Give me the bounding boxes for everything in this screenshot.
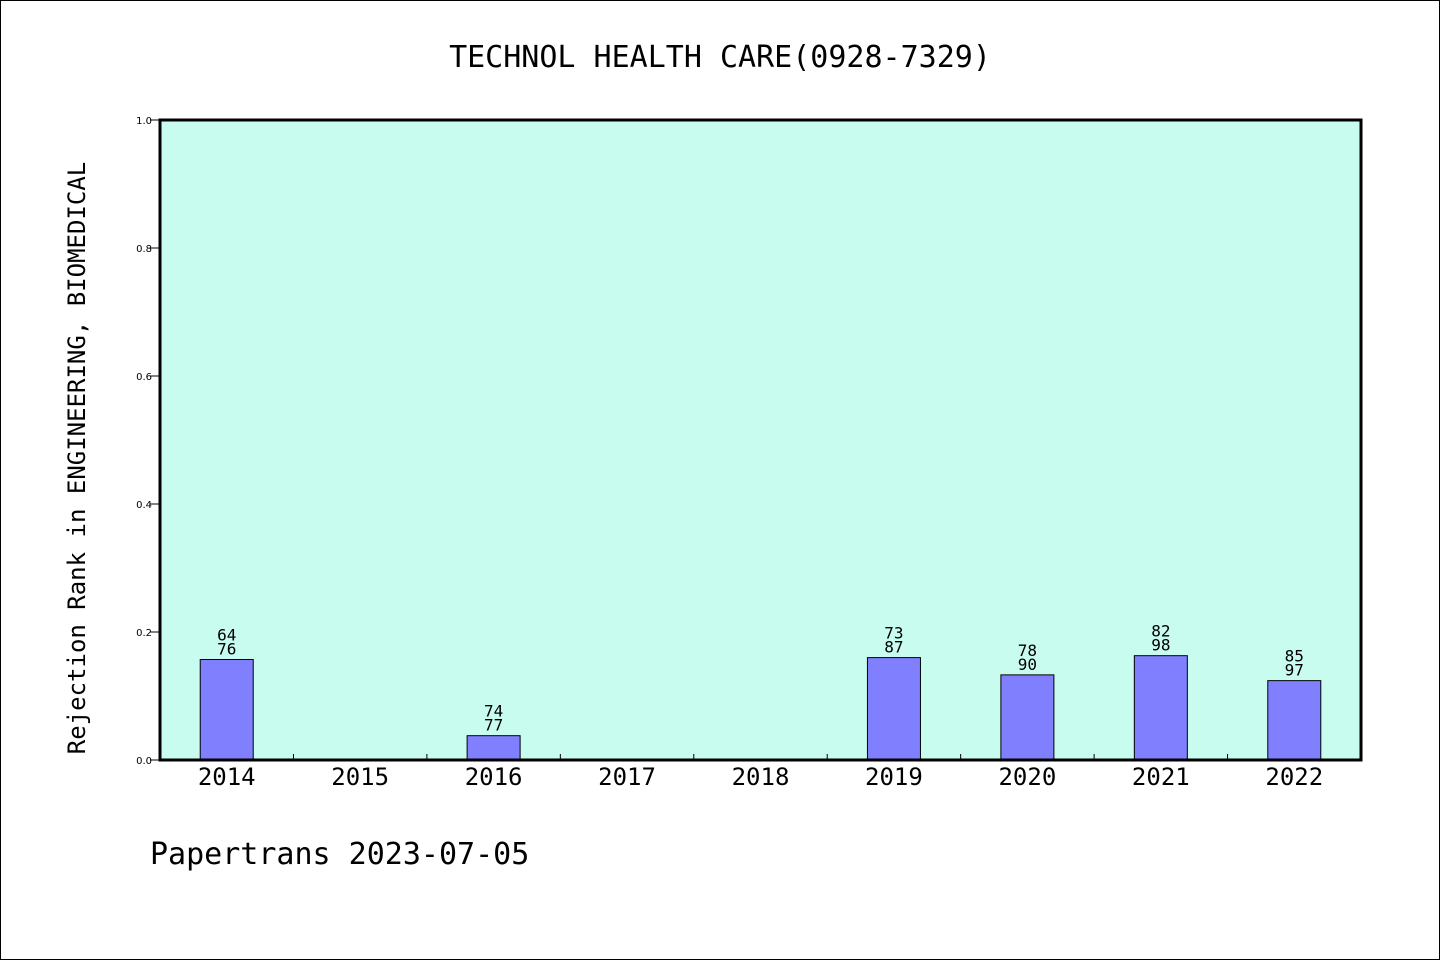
bar-label-bottom: 76 [217,640,236,659]
x-tick-label: 2015 [331,763,389,791]
x-tick-label: 2020 [998,763,1056,791]
x-tick-label: 2022 [1265,763,1323,791]
bar [1000,674,1055,761]
y-tick-label: 0.4 [136,500,152,511]
y-tick-label: 1.0 [136,116,152,127]
bar-label-top: 78 [1018,641,1037,660]
x-axis-ticks: 2014 2015 2016 2017 2018 2019 2020 2021 2022 [198,754,1323,791]
plot-border [158,118,1363,762]
x-tick-label: 2016 [465,763,523,791]
bar-label-bottom: 90 [1018,655,1037,674]
bar-label-top: 74 [484,702,503,721]
bars-group [199,655,1322,761]
bar-label-bottom: 77 [484,716,503,735]
bar-label-top: 64 [217,626,236,645]
y-axis-label: Rejection Rank in ENGINEERING, BIOMEDICA… [63,162,91,754]
footer-text: Papertrans 2023-07-05 [150,837,529,872]
bar [199,659,254,761]
x-tick-label: 2019 [865,763,923,791]
y-tick-label: 0.6 [136,372,152,383]
bar [866,657,921,761]
y-tick-label: 0.8 [136,244,152,255]
bar [1267,680,1322,761]
bar-label-bottom: 98 [1151,636,1170,655]
bar [1133,655,1188,761]
bar-label-top: 73 [884,624,903,643]
bar-label-top: 82 [1151,622,1170,641]
bar-label-bottom: 97 [1285,661,1304,680]
x-tick-label: 2017 [598,763,656,791]
x-tick-label: 2014 [198,763,256,791]
bar-label-bottom: 87 [884,638,903,657]
y-axis-ticks: 0.0 0.2 0.4 0.6 0.8 1.0 [136,116,160,767]
chart-title: TECHNOL HEALTH CARE(0928-7329) [449,40,991,75]
y-tick-label: 0.0 [136,756,152,767]
plot-area [160,120,1361,760]
x-tick-label: 2021 [1132,763,1190,791]
bar [466,735,521,761]
y-tick-label: 0.2 [136,628,152,639]
bar-label-top: 85 [1285,647,1304,666]
x-tick-label: 2018 [732,763,790,791]
